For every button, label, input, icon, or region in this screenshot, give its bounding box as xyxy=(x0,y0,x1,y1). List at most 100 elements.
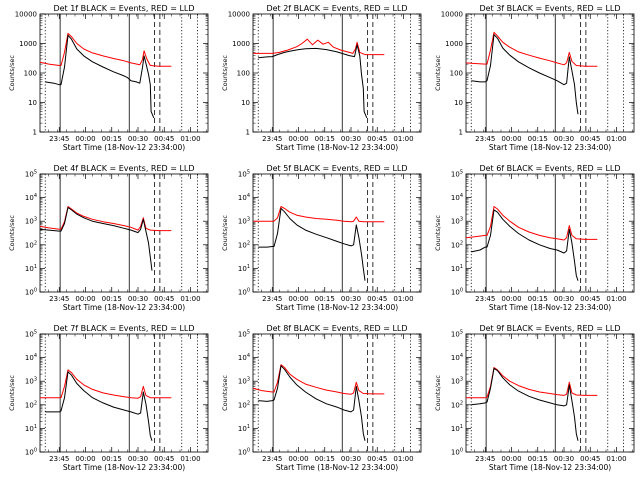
x-tick-label: 00:45 xyxy=(367,295,387,303)
x-tick-label: 23:45 xyxy=(475,455,495,463)
y-tick-label: 1000 xyxy=(445,40,463,48)
series-line-events xyxy=(258,44,368,119)
y-tick-label: 100 xyxy=(237,70,250,78)
plot-frame xyxy=(465,333,635,453)
panel-det-9: Det 9f BLACK = Events, RED = LLD Counts/s… xyxy=(434,324,635,472)
y-axis-label: Counts/sec xyxy=(221,375,229,411)
y-tick-label: 104 xyxy=(25,193,37,202)
panel-det-6: Det 6f BLACK = Events, RED = LLD Counts/s… xyxy=(434,164,635,312)
y-tick-label: 1 xyxy=(33,129,37,137)
x-tick-label: 01:00 xyxy=(393,295,413,303)
x-tick-label: 00:00 xyxy=(75,295,95,303)
plot-frame xyxy=(39,333,209,453)
panel-det-4: Det 4f BLACK = Events, RED = LLD Counts/s… xyxy=(8,164,209,312)
y-tick-label: 1000 xyxy=(232,40,250,48)
y-axis-label: Counts/sec xyxy=(434,215,442,251)
y-tick-label: 101 xyxy=(238,264,250,273)
panel-det-8: Det 8f BLACK = Events, RED = LLD Counts/s… xyxy=(221,324,422,472)
y-tick-label: 101 xyxy=(451,424,463,433)
x-tick-label: 00:30 xyxy=(341,455,361,463)
y-tick-label: 10 xyxy=(241,99,250,107)
y-tick-label: 103 xyxy=(238,377,250,386)
series-line-lld xyxy=(252,364,385,395)
x-axis-label: Start Time (18-Nov-12 23:34:00) xyxy=(276,463,398,472)
y-tick-label: 100 xyxy=(25,288,37,297)
y-tick-label: 105 xyxy=(25,170,37,179)
x-axis-label: Start Time (18-Nov-12 23:34:00) xyxy=(63,143,185,152)
y-tick-label: 1000 xyxy=(19,40,37,48)
y-axis-label: Counts/sec xyxy=(8,375,16,411)
panel-title: Det 6f BLACK = Events, RED = LLD xyxy=(479,164,620,173)
y-tick-label: 100 xyxy=(25,448,37,457)
x-tick-label: 23:45 xyxy=(49,455,69,463)
series-line-events xyxy=(471,209,579,281)
series-line-lld xyxy=(253,206,385,223)
y-tick-label: 105 xyxy=(451,170,463,179)
y-tick-label: 105 xyxy=(238,170,250,179)
y-tick-label: 100 xyxy=(24,70,37,78)
y-tick-label: 10 xyxy=(28,99,37,107)
y-tick-label: 102 xyxy=(25,400,37,409)
y-tick-label: 102 xyxy=(238,400,250,409)
x-tick-label: 01:00 xyxy=(180,295,200,303)
y-tick-label: 104 xyxy=(451,193,463,202)
x-tick-label: 01:00 xyxy=(393,455,413,463)
series-line-lld xyxy=(466,367,598,399)
x-tick-label: 00:45 xyxy=(580,455,600,463)
x-tick-label: 00:00 xyxy=(288,295,308,303)
y-tick-label: 100 xyxy=(451,448,463,457)
x-tick-label: 01:00 xyxy=(606,295,626,303)
y-tick-label: 100 xyxy=(450,70,463,78)
y-tick-label: 105 xyxy=(25,330,37,339)
panel-det-2: Det 2f BLACK = Events, RED = LLD Counts/s… xyxy=(221,4,422,152)
x-tick-label: 23:45 xyxy=(262,295,282,303)
panel-title: Det 2f BLACK = Events, RED = LLD xyxy=(266,4,407,13)
y-tick-label: 10000 xyxy=(15,11,37,19)
y-tick-label: 101 xyxy=(238,424,250,433)
series-line-events xyxy=(45,34,155,119)
x-tick-label: 00:15 xyxy=(102,295,122,303)
y-tick-label: 101 xyxy=(451,264,463,273)
x-tick-label: 00:15 xyxy=(528,135,548,143)
panel-det-5: Det 5f BLACK = Events, RED = LLD Counts/s… xyxy=(221,164,422,312)
y-tick-label: 104 xyxy=(451,353,463,362)
x-tick-label: 00:15 xyxy=(315,295,335,303)
y-axis-label: Counts/sec xyxy=(221,215,229,251)
panel-det-3: Det 3f BLACK = Events, RED = LLD Counts/s… xyxy=(434,4,635,152)
x-tick-label: 00:30 xyxy=(554,295,574,303)
y-tick-label: 103 xyxy=(451,217,463,226)
y-tick-label: 100 xyxy=(238,288,250,297)
y-tick-label: 102 xyxy=(451,240,463,249)
x-axis-label: Start Time (18-Nov-12 23:34:00) xyxy=(63,303,185,312)
x-tick-label: 00:30 xyxy=(341,135,361,143)
plot-frame xyxy=(465,13,635,133)
plot-frame xyxy=(252,13,422,133)
x-tick-label: 00:30 xyxy=(341,295,361,303)
series-line-events xyxy=(471,34,579,115)
y-tick-label: 103 xyxy=(238,217,250,226)
plot-frame xyxy=(252,333,422,453)
series-line-events xyxy=(471,367,579,441)
x-tick-label: 00:30 xyxy=(554,135,574,143)
panel-det-7: Det 7f BLACK = Events, RED = LLD Counts/s… xyxy=(8,324,209,472)
x-tick-label: 00:45 xyxy=(154,455,174,463)
panel-title: Det 4f BLACK = Events, RED = LLD xyxy=(53,164,194,173)
y-tick-label: 1 xyxy=(459,129,463,137)
series-line-lld xyxy=(39,32,172,67)
x-axis-label: Start Time (18-Nov-12 23:34:00) xyxy=(489,303,611,312)
y-tick-label: 101 xyxy=(25,264,37,273)
panel-det-1: Det 1f BLACK = Events, RED = LLD Counts/s… xyxy=(8,4,209,152)
x-tick-label: 23:45 xyxy=(49,295,69,303)
y-tick-label: 103 xyxy=(25,217,37,226)
panel-title: Det 8f BLACK = Events, RED = LLD xyxy=(266,324,407,333)
plot-frame xyxy=(39,173,209,293)
x-tick-label: 00:00 xyxy=(501,295,521,303)
x-tick-label: 00:45 xyxy=(367,455,387,463)
panel-title: Det 3f BLACK = Events, RED = LLD xyxy=(479,4,620,13)
series-line-lld xyxy=(465,206,598,241)
x-tick-label: 01:00 xyxy=(393,135,413,143)
x-tick-label: 01:00 xyxy=(180,455,200,463)
x-axis-label: Start Time (18-Nov-12 23:34:00) xyxy=(276,303,398,312)
panel-title: Det 7f BLACK = Events, RED = LLD xyxy=(53,324,194,333)
